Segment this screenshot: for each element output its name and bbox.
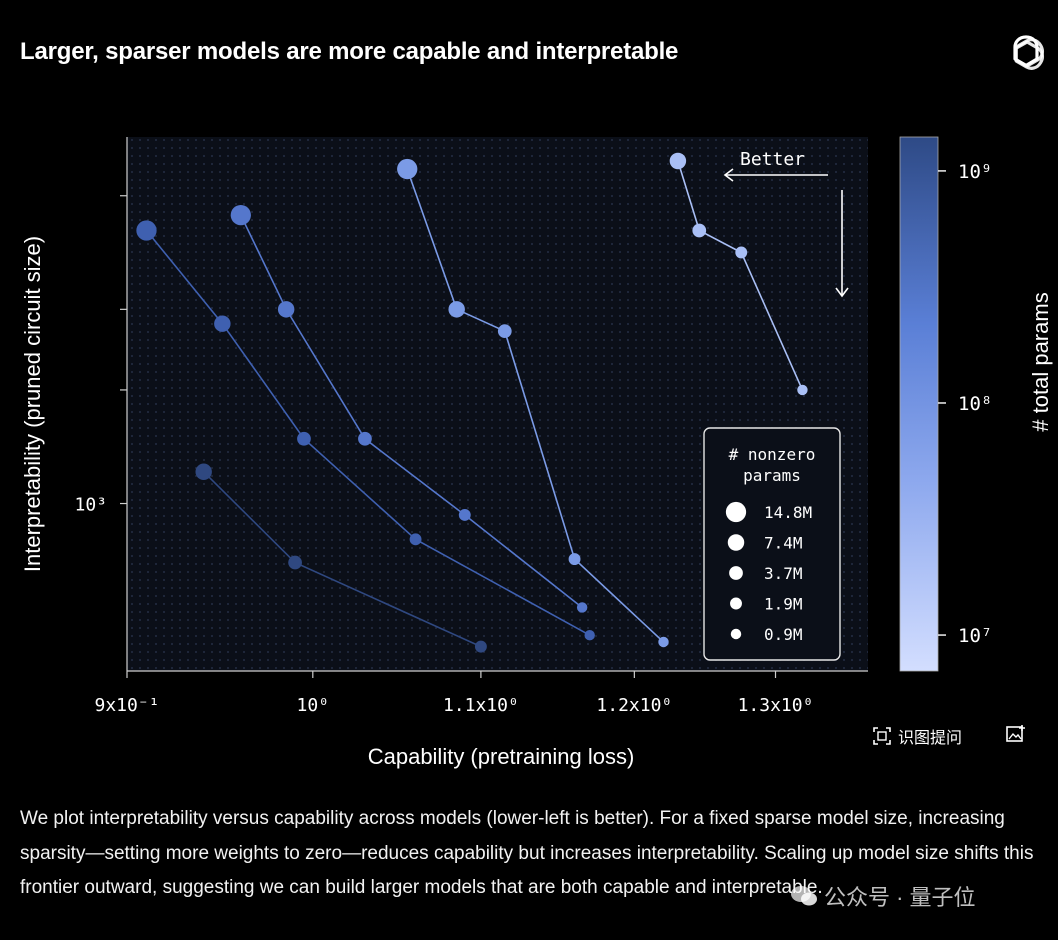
data-point	[297, 431, 311, 446]
x-tick-label: 1.3x10⁰	[738, 695, 814, 716]
size-legend-marker	[727, 534, 745, 551]
data-point	[195, 463, 212, 480]
data-point	[474, 640, 487, 653]
size-legend-marker	[725, 501, 747, 523]
y-tick-label: 10³	[74, 495, 107, 516]
ask-image-button[interactable]: 识图提问	[872, 724, 962, 748]
data-point	[797, 384, 808, 396]
size-legend-label: 3.7M	[764, 564, 803, 583]
data-point	[584, 629, 595, 641]
size-legend-label: 14.8M	[764, 503, 812, 522]
size-legend-title-line2: params	[743, 466, 801, 485]
data-point	[230, 204, 251, 226]
series-line-5	[677, 160, 804, 391]
data-point	[277, 301, 295, 318]
size-legend-label: 0.9M	[764, 625, 803, 644]
better-arrow-down-head	[835, 287, 849, 298]
size-legend-marker	[730, 628, 742, 640]
data-point	[409, 533, 422, 546]
x-axis-label: Capability (pretraining loss)	[368, 744, 635, 769]
image-edit-button[interactable]	[1005, 724, 1027, 744]
data-point	[288, 555, 302, 570]
data-point	[576, 602, 588, 613]
data-point	[458, 509, 471, 521]
x-tick-label: 10⁰	[297, 695, 330, 716]
figure-caption: We plot interpretability versus capabili…	[20, 808, 1034, 898]
x-tick-label: 9x10⁻¹	[94, 695, 159, 716]
x-tick-label: 1.2x10⁰	[596, 695, 672, 716]
page-title: Larger, sparser models are more capable …	[20, 38, 679, 65]
watermark-text: 公众号 · 量子位	[824, 885, 976, 910]
size-legend-label: 7.4M	[764, 534, 803, 553]
colorbar	[899, 136, 939, 672]
data-point	[497, 324, 512, 339]
size-legend-title-line1: # nonzero	[729, 445, 816, 464]
colorbar-label: # total params	[1028, 292, 1053, 431]
colorbar-tick-label: 10⁷	[958, 625, 992, 647]
data-point	[692, 223, 707, 238]
data-point	[358, 431, 372, 446]
data-point	[568, 553, 581, 566]
scan-icon	[873, 727, 891, 745]
better-arrow-left-head	[723, 168, 734, 182]
data-point	[136, 220, 157, 241]
data-point	[214, 315, 231, 332]
colorbar-tick-label: 10⁹	[958, 161, 992, 183]
better-annotation: Better	[740, 149, 805, 170]
data-point	[669, 152, 687, 170]
size-legend-marker	[730, 597, 742, 610]
watermark: 公众号 · 量子位	[790, 880, 976, 912]
image-edit-icon	[1006, 725, 1025, 742]
data-point	[448, 301, 465, 318]
data-point	[658, 636, 669, 648]
chart-canvas: 9x10⁻¹ 10⁰ 1.1x10⁰ 1.2x10⁰ 1.3x10⁰ 10³ Bette…	[20, 136, 1053, 769]
data-point	[397, 158, 418, 180]
colorbar-tick-label: 10⁸	[958, 393, 992, 415]
size-legend-label: 1.9M	[764, 595, 803, 614]
y-axis-label: Interpretability (pruned circuit size)	[20, 236, 45, 572]
ask-image-label: 识图提问	[898, 730, 963, 747]
x-tick-label: 1.1x10⁰	[443, 695, 519, 716]
openai-logo-icon	[1013, 35, 1045, 70]
data-point	[735, 246, 748, 259]
size-legend-marker	[729, 566, 743, 580]
wechat-icon	[791, 886, 817, 906]
